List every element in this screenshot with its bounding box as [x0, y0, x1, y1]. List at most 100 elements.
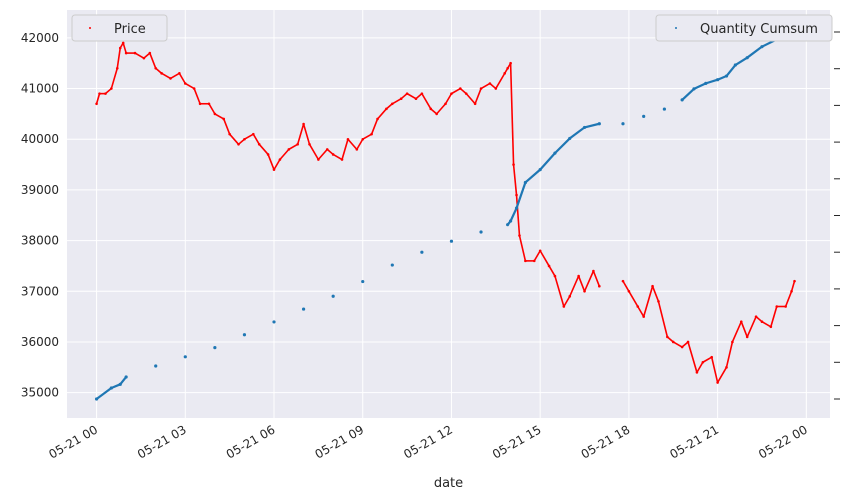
price-segment: [731, 321, 743, 343]
price-segment: [332, 153, 343, 161]
quantity-segment: [515, 182, 527, 209]
price-segment: [548, 265, 556, 277]
quantity-point: [390, 263, 394, 267]
quantity-segment: [705, 78, 718, 85]
x-tick-label: 05-21 09: [313, 422, 367, 461]
price-segment: [406, 92, 417, 100]
price-segment: [252, 133, 260, 145]
price-segment: [184, 82, 195, 90]
series-layer: [94, 30, 797, 401]
price-segment: [436, 103, 447, 115]
price-segment: [391, 98, 402, 105]
quantity-segment: [725, 64, 737, 77]
legend-quantity-cumsum-label: Quantity Cumsum: [700, 22, 818, 37]
price-segment: [95, 93, 101, 104]
quantity-segment: [734, 56, 748, 66]
price-segment: [577, 275, 586, 292]
quantity-segment: [509, 207, 518, 222]
price-segment: [533, 250, 541, 262]
quantity-segment: [746, 45, 763, 59]
price-segment: [376, 108, 387, 120]
y-tick-label: 40000: [21, 132, 59, 146]
price-segment: [326, 148, 334, 156]
price-segment: [415, 93, 423, 100]
price-segment: [512, 164, 518, 196]
price-segment: [444, 93, 453, 105]
quantity-segment: [524, 168, 541, 184]
quantity-point: [272, 320, 276, 324]
price-segment: [642, 285, 654, 317]
x-tick-label: 05-21 03: [135, 422, 189, 461]
price-segment: [465, 93, 476, 105]
price-segment: [770, 306, 778, 327]
quantity-point: [154, 364, 158, 368]
quantity-point: [213, 346, 217, 350]
y-tick-label: 39000: [21, 183, 59, 197]
quantity-segment: [539, 152, 556, 171]
price-segment: [637, 306, 645, 318]
price-segment: [193, 88, 201, 105]
price-segment: [421, 93, 432, 110]
quantity-segment: [717, 75, 727, 81]
price-segment: [725, 341, 734, 368]
x-tick-label: 05-21 00: [46, 422, 100, 461]
price-segment: [563, 295, 571, 307]
legend-quantity-cumsum-box: [655, 14, 833, 42]
price-segment: [356, 138, 364, 150]
x-tick-label: 05-22 00: [756, 422, 810, 461]
price-segment: [474, 88, 482, 105]
price-segment: [214, 113, 225, 120]
price-segment: [716, 366, 728, 383]
quantity-point: [242, 333, 247, 337]
price-segment: [657, 301, 669, 338]
y-tick-label: 41000: [21, 82, 59, 96]
quantity-point: [642, 114, 646, 119]
quantity-segment: [506, 220, 512, 226]
price-segment: [687, 341, 698, 373]
price-segment: [503, 67, 509, 74]
quantity-segment: [569, 126, 586, 140]
price-segment: [273, 159, 281, 171]
price-segment: [489, 82, 497, 90]
x-tick-label: 05-21 06: [224, 422, 278, 461]
price-segment: [592, 270, 601, 287]
x-axis-label: date: [434, 476, 463, 491]
x-tick-label: 05-21 21: [667, 422, 721, 461]
legend-price-box: [71, 14, 168, 42]
quantity-segment: [693, 82, 707, 90]
price-segment: [362, 133, 373, 140]
quantity-segment: [584, 122, 600, 129]
price-segment: [178, 72, 186, 84]
price-segment: [495, 72, 506, 89]
price-segment: [143, 52, 151, 59]
quantity-segment: [554, 137, 571, 154]
price-segment: [430, 108, 438, 115]
price-segment: [317, 148, 328, 161]
quantity-point: [301, 307, 306, 311]
price-segment: [308, 143, 320, 160]
price-segment: [258, 143, 269, 155]
price-segment: [790, 280, 796, 292]
price-segment: [651, 285, 660, 302]
quantity-point: [183, 355, 187, 359]
price-segment: [385, 103, 393, 110]
y-tick-label: 38000: [21, 234, 59, 248]
price-segment: [569, 275, 580, 297]
price-segment: [554, 275, 565, 307]
legend-price-label: Price: [114, 22, 146, 37]
y-tick-label: 42000: [21, 31, 59, 45]
x-tick-label: 05-21 12: [401, 422, 455, 461]
legend-quantity-cumsum: Quantity Cumsum: [655, 14, 833, 42]
price-segment: [244, 133, 254, 140]
price-segment: [229, 133, 240, 145]
quantity-segment: [681, 88, 695, 101]
price-segment: [267, 154, 275, 170]
quantity-point: [621, 122, 625, 126]
price-segment: [740, 321, 748, 338]
quantity-point: [331, 294, 335, 298]
legend-price: Price: [71, 14, 168, 42]
price-segment: [710, 356, 719, 383]
y-tick-label: 36000: [21, 335, 59, 349]
price-segment: [279, 148, 290, 161]
price-segment: [755, 316, 763, 323]
